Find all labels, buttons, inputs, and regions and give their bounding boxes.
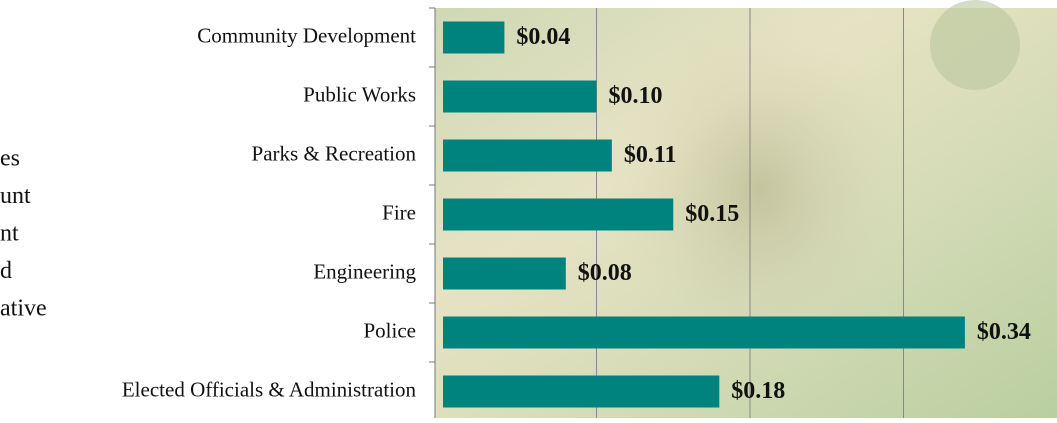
bar: [443, 257, 566, 290]
bar: [443, 375, 720, 408]
y-tick-label: Engineering: [313, 259, 416, 283]
y-tick-label: Police: [364, 318, 417, 342]
y-tick-label: Parks & Recreation: [252, 141, 417, 165]
side-text: d: [0, 258, 12, 284]
value-label: $0.04: [516, 24, 570, 50]
bar: [443, 198, 674, 231]
bar: [443, 139, 612, 172]
value-label: $0.34: [977, 319, 1031, 345]
value-label: $0.15: [685, 201, 739, 227]
bar: [443, 316, 965, 349]
background-portrait: [610, 10, 910, 370]
bar: [443, 80, 597, 113]
side-text: nt: [0, 221, 19, 247]
side-text: ative: [0, 296, 47, 322]
background-seal: [930, 0, 1020, 90]
bar: [443, 21, 505, 54]
y-tick-label: Elected Officials & Administration: [122, 377, 417, 401]
side-text: es: [0, 146, 20, 172]
y-tick-label: Fire: [382, 200, 416, 224]
value-label: $0.10: [609, 83, 663, 109]
y-tick-label: Community Development: [197, 23, 416, 47]
value-label: $0.11: [624, 142, 677, 168]
y-tick-label: Public Works: [303, 82, 416, 106]
value-label: $0.08: [578, 260, 632, 286]
side-text: unt: [0, 183, 31, 209]
value-label: $0.18: [731, 378, 785, 404]
